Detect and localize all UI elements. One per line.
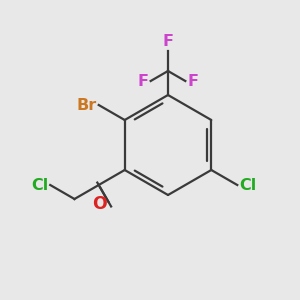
- Text: O: O: [92, 195, 107, 213]
- Text: F: F: [187, 74, 198, 88]
- Text: Cl: Cl: [31, 178, 48, 194]
- Text: F: F: [163, 34, 173, 50]
- Text: Cl: Cl: [239, 178, 256, 193]
- Text: F: F: [138, 74, 149, 88]
- Text: Br: Br: [76, 98, 97, 112]
